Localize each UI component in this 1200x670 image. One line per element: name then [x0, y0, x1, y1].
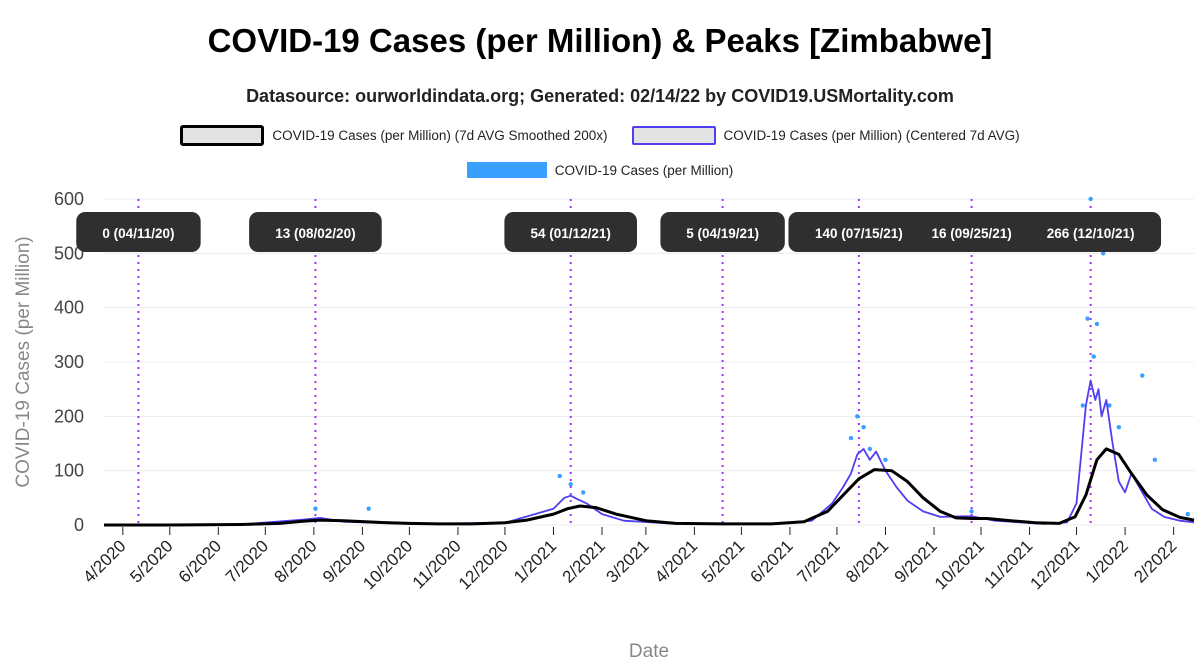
peak-label-text: 0 (04/11/20): [102, 226, 174, 241]
legend-row-top: COVID-19 Cases (per Million) (7d AVG Smo…: [0, 125, 1200, 146]
daily-case-point: [1107, 403, 1112, 408]
x-tick-label: 6/2021: [747, 536, 797, 586]
legend-label-smoothed: COVID-19 Cases (per Million) (7d AVG Smo…: [272, 128, 608, 143]
x-tick-label: 4/2020: [79, 536, 129, 586]
x-tick-label: 5/2021: [698, 536, 748, 586]
daily-case-point: [1080, 403, 1086, 408]
daily-case-point: [1088, 196, 1093, 202]
x-tick-label: 11/2020: [409, 536, 465, 592]
legend-swatch-smoothed: [180, 125, 265, 146]
peak-label-box: [249, 212, 382, 252]
daily-case-point: [557, 473, 562, 479]
peak-label: 0 (04/11/20): [76, 212, 201, 252]
daily-case-point: [855, 414, 860, 419]
x-tick-label: 12/2020: [455, 536, 512, 593]
y-axis-label: COVID-19 Cases (per Million): [13, 236, 34, 487]
chart-subtitle: Datasource: ourworldindata.org; Generate…: [246, 86, 954, 106]
peak-label: 266 (12/10/21): [1020, 212, 1162, 252]
legend-row-bottom: COVID-19 Cases (per Million): [0, 162, 1200, 178]
x-tick-label: 1/2021: [510, 536, 560, 586]
x-tick-label: 1/2022: [1082, 536, 1132, 586]
x-tick-label: 2/2022: [1130, 536, 1180, 586]
x-tick-label: 8/2020: [270, 536, 320, 586]
daily-case-point: [1185, 511, 1190, 517]
daily-case-point: [867, 446, 873, 452]
smoothed-average-line: [104, 447, 1195, 527]
peak-label-text: 13 (08/02/20): [275, 226, 355, 241]
peak-label: 16 (09/25/21): [905, 212, 1038, 252]
x-tick-label: 6/2020: [175, 536, 225, 586]
y-tick-label: 100: [54, 461, 84, 481]
x-tick-label: 7/2021: [794, 536, 844, 586]
daily-case-point: [861, 425, 866, 430]
x-tick-label: 10/2021: [931, 536, 988, 593]
legend-swatch-centered: [631, 126, 716, 145]
peak-label-box: [1020, 212, 1162, 252]
y-tick-label: 500: [54, 243, 84, 263]
peak-label-box: [76, 212, 201, 252]
y-tick-label: 600: [54, 189, 84, 209]
daily-case-point: [581, 490, 586, 495]
legend-label-daily: COVID-19 Cases (per Million): [554, 162, 734, 178]
daily-case-point: [1100, 251, 1106, 256]
daily-case-point: [969, 509, 974, 514]
x-tick-label: 3/2021: [602, 536, 652, 586]
legend-item-smoothed[interactable]: COVID-19 Cases (per Million) (7d AVG Smo…: [180, 125, 608, 146]
y-tick-label: 0: [74, 515, 84, 535]
chart-title: COVID-19 Cases (per Million) & Peaks [Zi…: [207, 22, 993, 59]
x-tick-label: 5/2020: [126, 536, 176, 586]
x-axis-label: Date: [629, 641, 669, 662]
daily-case-point: [1085, 316, 1090, 321]
daily-case-point: [313, 506, 318, 511]
peak-label-box: [788, 212, 930, 252]
legend-item-daily[interactable]: COVID-19 Cases (per Million): [466, 162, 734, 178]
peak-label-text: 16 (09/25/21): [931, 226, 1011, 241]
daily-case-point: [568, 482, 573, 487]
peak-label-text: 140 (07/15/21): [815, 226, 903, 241]
legend-item-centered[interactable]: COVID-19 Cases (per Million) (Centered 7…: [631, 126, 1020, 145]
peak-label-box: [660, 212, 785, 252]
peak-label-text: 5 (04/19/21): [686, 226, 759, 241]
x-tick-label: 4/2021: [651, 536, 701, 586]
x-tick-label: 2/2021: [559, 536, 609, 586]
x-tick-label: 12/2021: [1026, 536, 1083, 593]
legend-label-centered: COVID-19 Cases (per Million) (Centered 7…: [723, 128, 1020, 143]
peak-label: 5 (04/19/21): [660, 212, 785, 252]
daily-case-point: [1091, 354, 1096, 359]
daily-case-point: [883, 457, 888, 462]
daily-case-point: [1140, 373, 1145, 378]
y-tick-label: 400: [54, 298, 84, 318]
daily-case-point: [1116, 425, 1122, 430]
peak-label-box: [905, 212, 1038, 252]
legend-swatch-daily: [466, 162, 547, 178]
peak-label: 140 (07/15/21): [788, 212, 930, 252]
y-tick-label: 200: [54, 406, 84, 426]
daily-case-point: [366, 506, 371, 511]
x-tick-label: 11/2021: [980, 536, 1036, 592]
x-tick-label: 8/2021: [842, 536, 892, 586]
peak-label-text: 54 (01/12/21): [531, 226, 611, 241]
x-tick-label: 7/2020: [222, 536, 272, 586]
peak-label-text: 266 (12/10/21): [1047, 226, 1135, 241]
daily-case-point: [1094, 321, 1100, 327]
peak-label: 54 (01/12/21): [504, 212, 637, 252]
daily-case-point: [1152, 457, 1158, 462]
centered-average-line: [103, 379, 1195, 526]
x-tick-label: 10/2020: [359, 536, 416, 593]
peak-label: 13 (08/02/20): [249, 212, 382, 252]
peak-label-box: [504, 212, 637, 252]
y-tick-label: 300: [54, 352, 84, 372]
daily-case-point: [848, 435, 854, 441]
